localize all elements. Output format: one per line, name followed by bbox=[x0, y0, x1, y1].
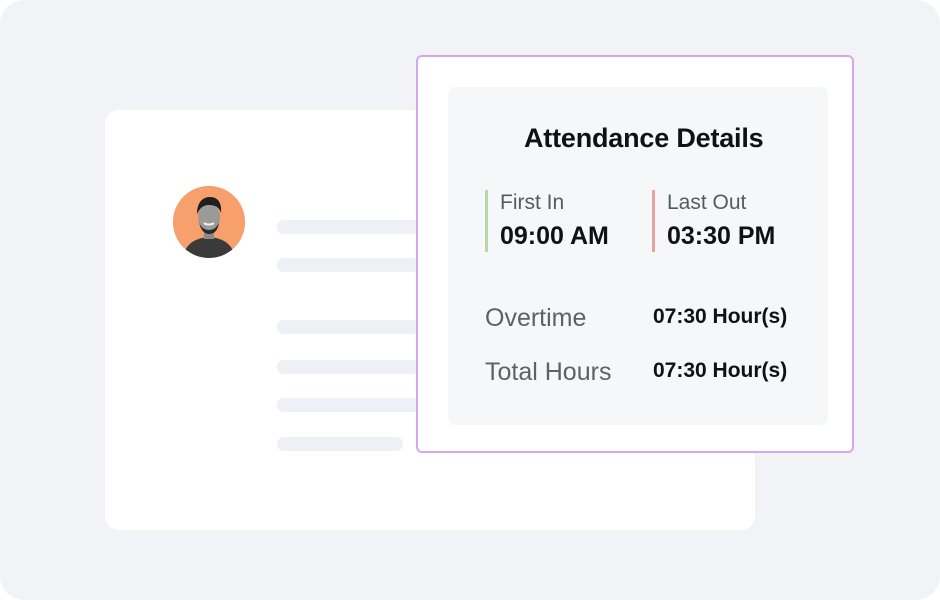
last-out-label: Last Out bbox=[667, 191, 747, 214]
attendance-panel: Attendance Details First In 09:00 AM Las… bbox=[448, 87, 828, 425]
placeholder-line bbox=[277, 320, 427, 334]
placeholder-line bbox=[277, 437, 403, 451]
placeholder-line bbox=[277, 258, 427, 272]
last-out-block: Last Out 03:30 PM bbox=[652, 190, 775, 252]
first-in-label: First In bbox=[500, 191, 565, 214]
overtime-label: Overtime bbox=[485, 304, 587, 332]
attendance-title: Attendance Details bbox=[524, 123, 764, 153]
placeholder-line bbox=[277, 398, 427, 412]
placeholder-line bbox=[277, 220, 427, 234]
first-in-value: 09:00 AM bbox=[500, 222, 609, 250]
overtime-value: 07:30 Hour(s) bbox=[653, 305, 788, 328]
attendance-card: Attendance Details First In 09:00 AM Las… bbox=[416, 55, 854, 453]
last-out-value: 03:30 PM bbox=[667, 222, 776, 250]
first-in-block: First In 09:00 AM bbox=[485, 190, 609, 252]
avatar bbox=[173, 186, 245, 258]
total-hours-label: Total Hours bbox=[485, 358, 612, 386]
user-photo-icon bbox=[173, 186, 245, 258]
placeholder-line bbox=[277, 360, 427, 374]
total-hours-value: 07:30 Hour(s) bbox=[653, 359, 788, 382]
